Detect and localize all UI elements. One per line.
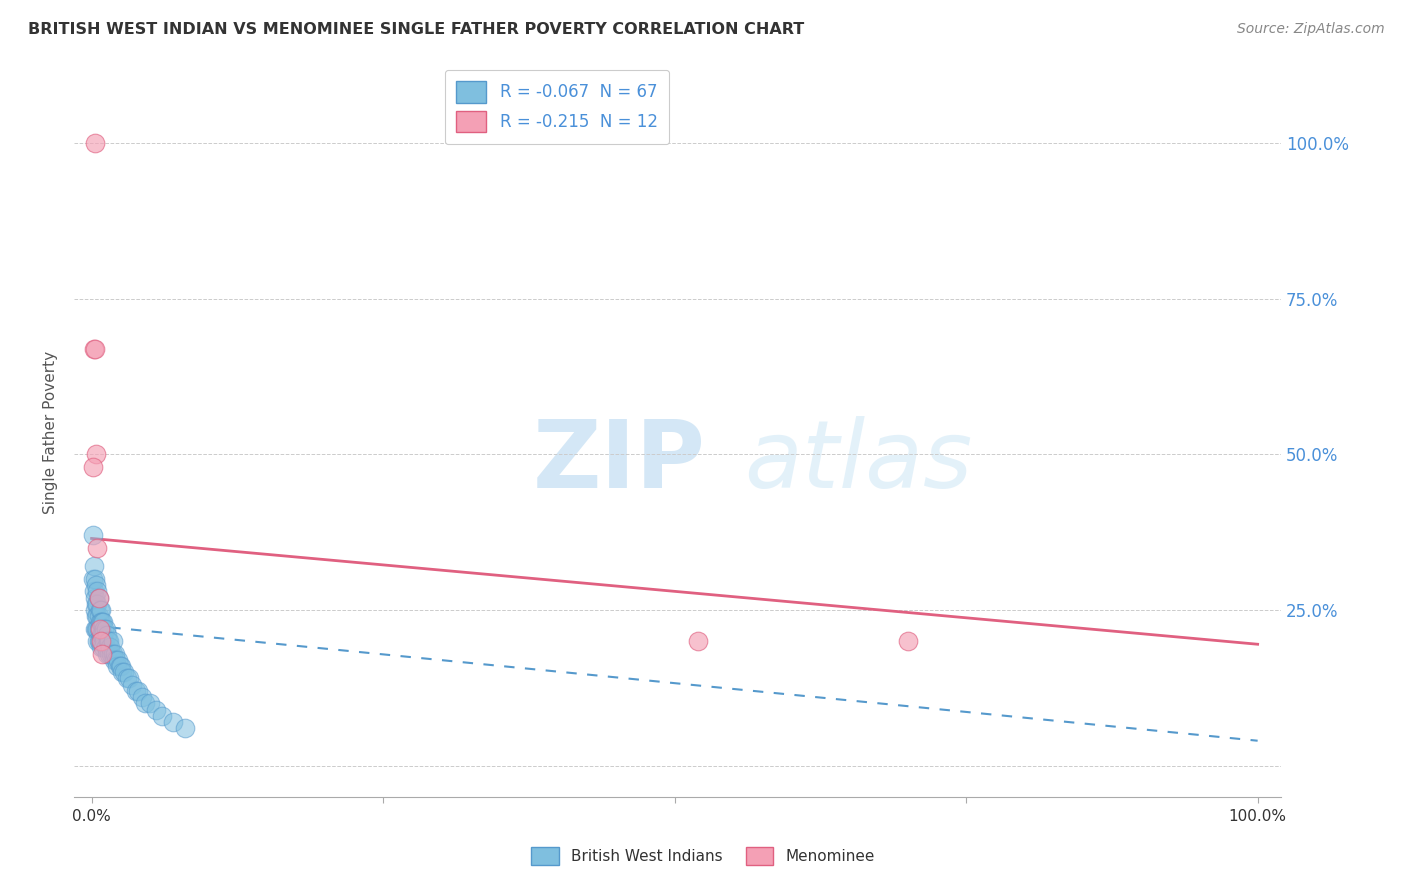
Point [121,678,143,692]
Point [87,622,110,636]
Text: ZIP: ZIP [533,416,706,508]
Text: Source: ZipAtlas.com: Source: ZipAtlas.com [1237,22,1385,37]
Point [90,634,112,648]
Legend: British West Indians, Menominee: British West Indians, Menominee [526,841,880,871]
Point [89,634,111,648]
Text: BRITISH WEST INDIAN VS MENOMINEE SINGLE FATHER POVERTY CORRELATION CHART: BRITISH WEST INDIAN VS MENOMINEE SINGLE … [28,22,804,37]
Point [91,615,114,630]
Text: 0.0%: 0.0% [72,809,111,824]
Point [91,628,114,642]
Point [93,622,115,636]
Point [84,578,107,592]
Point [84,136,107,151]
Point [83,584,105,599]
Point [108,659,131,673]
Point [111,665,134,680]
Point [897,634,920,648]
Y-axis label: Single Father Poverty: Single Father Poverty [44,351,58,514]
Point [90,628,112,642]
Point [84,603,107,617]
Point [87,609,110,624]
Point [86,541,108,555]
Point [97,634,120,648]
Point [84,609,107,624]
Text: 100.0%: 100.0% [1229,809,1286,824]
Point [98,634,121,648]
Point [89,615,111,630]
Point [91,647,114,661]
Point [101,634,124,648]
Point [84,622,107,636]
Point [162,714,184,729]
Point [91,615,114,630]
Point [83,559,105,574]
Point [112,665,135,680]
Point [91,640,114,655]
Point [84,591,107,605]
Point [125,684,148,698]
Point [686,634,709,648]
Point [94,640,117,655]
Point [103,653,125,667]
Point [90,615,112,630]
Point [86,584,108,599]
Point [84,447,107,461]
Point [87,591,110,605]
Point [91,628,114,642]
Point [86,597,108,611]
Point [86,622,108,636]
Point [86,634,108,648]
Point [82,459,104,474]
Point [110,659,132,673]
Point [134,697,156,711]
Legend: R = -0.067  N = 67, R = -0.215  N = 12: R = -0.067 N = 67, R = -0.215 N = 12 [444,70,669,145]
Point [96,628,118,642]
Point [94,622,117,636]
Point [139,697,162,711]
Point [89,622,111,636]
Point [131,690,153,705]
Point [115,672,138,686]
Point [82,572,104,586]
Point [90,603,112,617]
Point [84,342,107,356]
Point [90,640,112,655]
Point [93,634,115,648]
Point [105,659,128,673]
Point [118,672,141,686]
Point [98,647,121,661]
Point [145,703,167,717]
Point [86,609,108,624]
Point [104,647,127,661]
Point [105,653,128,667]
Point [100,647,122,661]
Point [87,591,110,605]
Point [84,597,107,611]
Point [83,342,105,356]
Point [98,640,121,655]
Point [150,708,173,723]
Point [107,653,129,667]
Text: atlas: atlas [744,417,972,508]
Point [87,634,110,648]
Point [84,572,107,586]
Point [173,721,195,735]
Point [84,622,107,636]
Point [96,647,118,661]
Point [127,684,149,698]
Point [82,528,104,542]
Point [101,647,124,661]
Point [89,603,111,617]
